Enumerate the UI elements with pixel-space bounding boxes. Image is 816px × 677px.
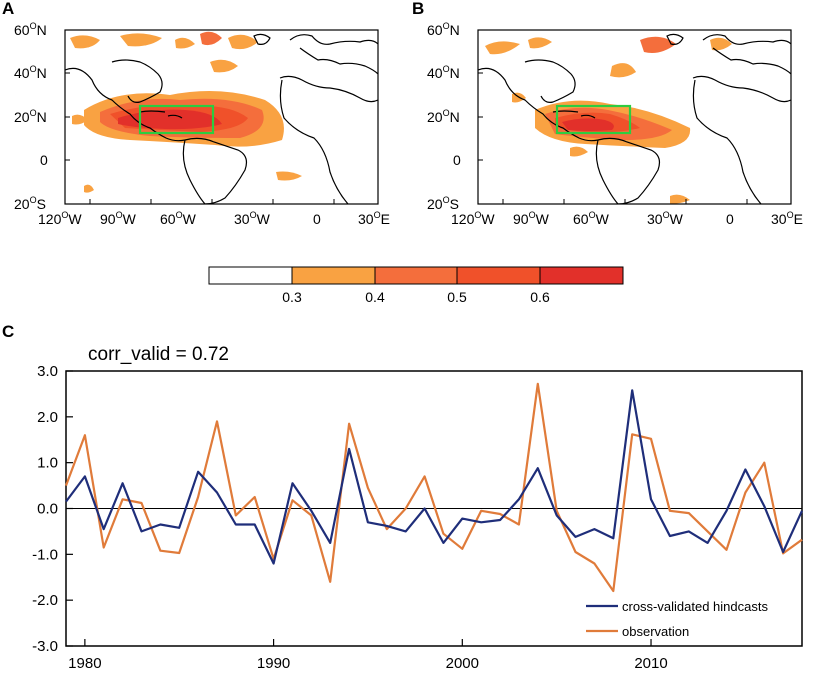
x-tick-label: 2010 bbox=[634, 655, 667, 672]
y-tick-label: 0.0 bbox=[37, 501, 58, 518]
panel-a-lat-label-20n: 20ON bbox=[14, 108, 47, 125]
colorbar-segment-above-0.6 bbox=[539, 266, 624, 285]
y-tick-label: 3.0 bbox=[37, 363, 58, 380]
panel-b-tick-marks bbox=[478, 29, 748, 205]
panel-a-lon-label-90w: 90OW bbox=[100, 210, 137, 227]
panel-b-lon-label-60w: 60OW bbox=[573, 210, 610, 227]
panel-b-coastlines bbox=[478, 33, 791, 204]
panel-c-label: C bbox=[2, 322, 14, 341]
panel-a-coastlines bbox=[65, 33, 378, 204]
y-tick-label: 1.0 bbox=[37, 455, 58, 472]
panel-b-lat-label-20n: 20ON bbox=[427, 108, 460, 125]
x-tick-label: 1990 bbox=[257, 655, 290, 672]
panel-b-lon-label-90w: 90OW bbox=[513, 210, 550, 227]
panel-b-lon-label-30w: 30OW bbox=[647, 210, 684, 227]
x-axis: 1980 1990 2000 2010 bbox=[68, 639, 668, 672]
panel-a-lat-label-40n: 40ON bbox=[14, 64, 47, 81]
panel-a-lon-label-60w: 60OW bbox=[160, 210, 197, 227]
panel-a-lat-label-20s: 20OS bbox=[14, 195, 46, 212]
x-tick-label: 1980 bbox=[68, 655, 101, 672]
x-tick-label: 2000 bbox=[446, 655, 479, 672]
panel-b-lat-label-20s: 20OS bbox=[427, 195, 459, 212]
panel-b-lon-label-0: 0 bbox=[726, 211, 734, 227]
panel-a-lat-label-0: 0 bbox=[40, 152, 48, 168]
series-line-hindcasts bbox=[65, 389, 803, 565]
colorbar-segment-0.4-0.5 bbox=[374, 266, 458, 285]
y-axis: 3.0 2.0 1.0 0.0 -1.0 -2.0 -3.0 bbox=[32, 363, 73, 655]
panel-a-tick-marks bbox=[65, 29, 335, 205]
panel-a: A bbox=[2, 0, 390, 227]
series-lines bbox=[64, 382, 803, 593]
colorbar-tick-0.3: 0.3 bbox=[282, 289, 302, 305]
panel-b-label: B bbox=[412, 0, 424, 18]
panel-b-lon-label-30e: 30OE bbox=[771, 210, 803, 227]
panel-b-lat-label-0: 0 bbox=[453, 152, 461, 168]
panel-b-lat-label-60n: 60ON bbox=[427, 21, 460, 38]
colorbar-tick-0.5: 0.5 bbox=[447, 289, 467, 305]
y-tick-label: -1.0 bbox=[32, 546, 58, 563]
chart-title: corr_valid = 0.72 bbox=[88, 344, 229, 365]
colorbar-tick-0.4: 0.4 bbox=[365, 289, 385, 305]
panel-c: C corr_valid = 0.72 3.0 2.0 1.0 0.0 -1.0 -2.0… bbox=[2, 322, 803, 672]
colorbar-segment-below-0.3 bbox=[208, 266, 293, 285]
panel-a-label: A bbox=[2, 0, 14, 18]
series-line-observation bbox=[64, 382, 803, 593]
panel-a-lon-label-30w: 30OW bbox=[234, 210, 271, 227]
panel-a-main-development-region-box bbox=[138, 104, 215, 135]
colorbar-segment-0.3-0.4 bbox=[291, 266, 376, 285]
legend: cross-validated hindcasts observation bbox=[586, 599, 768, 639]
panel-b-main-development-region-box bbox=[555, 104, 632, 135]
panel-a-lon-label-30e: 30OE bbox=[358, 210, 390, 227]
y-tick-label: -3.0 bbox=[32, 638, 58, 655]
panel-b-lat-label-40n: 40ON bbox=[427, 64, 460, 81]
colorbar-tick-0.6: 0.6 bbox=[530, 289, 550, 305]
y-tick-label: 2.0 bbox=[37, 409, 58, 426]
panel-b-lon-label-120w: 120OW bbox=[451, 210, 495, 227]
colorbar-segment-0.5-0.6 bbox=[456, 266, 541, 285]
panel-a-lat-label-60n: 60ON bbox=[14, 21, 47, 38]
y-tick-label: -2.0 bbox=[32, 592, 58, 609]
panel-a-lon-label-120w: 120OW bbox=[38, 210, 82, 227]
panel-b: B bbox=[412, 0, 803, 227]
colorbar: 0.3 0.4 0.5 0.6 bbox=[208, 266, 624, 305]
panel-a-lon-label-0: 0 bbox=[313, 211, 321, 227]
legend-label-hindcasts: cross-validated hindcasts bbox=[622, 599, 768, 614]
legend-label-observation: observation bbox=[622, 624, 689, 639]
